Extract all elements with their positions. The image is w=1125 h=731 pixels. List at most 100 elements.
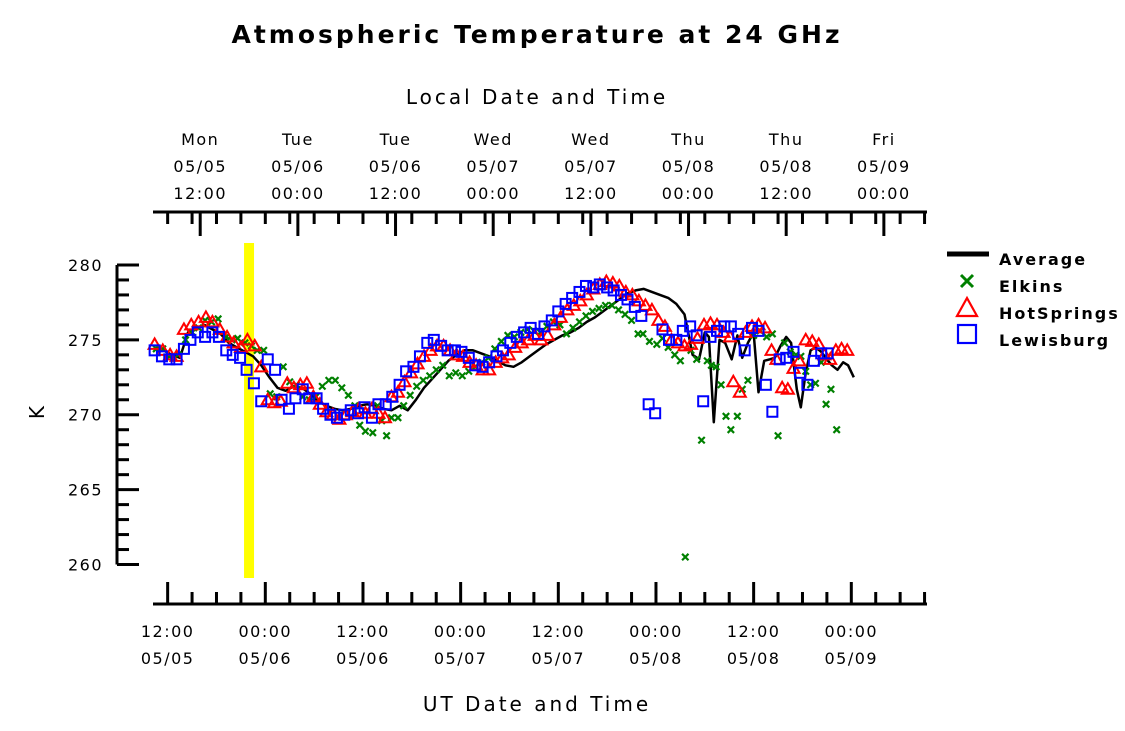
elkins-point <box>432 365 441 374</box>
elkins-point <box>621 310 630 319</box>
lewisburg-point <box>226 348 239 361</box>
hotsprings-point <box>481 361 497 376</box>
top-tick-label-day: Thu <box>768 130 804 149</box>
top-tick-label-time: 00:00 <box>662 184 716 203</box>
elkins-point <box>601 301 610 310</box>
lewisburg-point <box>386 390 399 403</box>
lewisburg-series-layer <box>148 278 834 424</box>
elkins-point <box>608 301 617 310</box>
bottom-tick-label-time: 12:00 <box>532 622 586 641</box>
hotsprings-point <box>757 319 773 334</box>
lewisburg-point <box>344 404 357 417</box>
elkins-point <box>822 400 831 409</box>
elkins-point <box>697 436 706 445</box>
elkins-point <box>438 361 447 370</box>
hotsprings-point <box>839 342 855 356</box>
elkins-point <box>726 425 735 434</box>
elkins-point <box>595 304 603 313</box>
legend-label-hotsprings: HotSprings <box>999 304 1120 323</box>
lewisburg-point <box>649 407 662 420</box>
elkins-point <box>614 305 623 314</box>
lewisburg-point <box>261 353 274 366</box>
lewisburg-point <box>247 377 260 390</box>
y-tick-label: 270 <box>68 406 103 425</box>
legend-label-elkins: Elkins <box>999 277 1064 296</box>
top-tick-label-date: 05/07 <box>466 157 520 176</box>
lewisburg-point <box>163 353 176 366</box>
hotsprings-point <box>225 334 242 349</box>
elkins-point <box>324 376 333 385</box>
lewisburg-point <box>579 279 592 292</box>
hotsprings-point <box>750 316 767 331</box>
elkins-point <box>445 371 454 380</box>
elkins-point <box>259 346 268 355</box>
elkins-point <box>331 376 340 385</box>
hotsprings-point <box>239 331 256 346</box>
lewisburg-point <box>393 378 406 391</box>
legend-swatch-lewisburg <box>956 323 978 345</box>
lewisburg-point <box>240 363 253 376</box>
elkins-point <box>832 425 841 434</box>
elkins-point <box>717 380 726 389</box>
elkins-point <box>568 323 577 332</box>
hotsprings-point <box>804 333 820 347</box>
hotsprings-point <box>644 301 660 316</box>
y-axis-title: K <box>25 403 49 419</box>
y-tick-label: 260 <box>68 556 103 575</box>
bottom-tick-label-date: 05/06 <box>239 649 293 668</box>
lewisburg-point <box>184 333 197 346</box>
lewisburg-point <box>289 392 302 405</box>
top-tick-label-time: 00:00 <box>466 184 520 203</box>
elkins-point <box>425 371 434 380</box>
legend-swatch-hotsprings <box>955 295 979 318</box>
lewisburg-point <box>282 402 295 415</box>
lewisburg-point <box>593 278 606 291</box>
elkins-point <box>451 368 460 377</box>
lewisburg-point <box>635 309 648 322</box>
lewisburg-point <box>531 327 544 340</box>
top-tick-label-date: 05/05 <box>173 157 227 176</box>
lewisburg-point <box>766 405 779 418</box>
elkins-point <box>412 382 421 391</box>
elkins-point <box>382 431 391 440</box>
top-tick-label-day: Fri <box>872 130 896 149</box>
top-tick-label-day: Wed <box>474 130 513 149</box>
lewisburg-point <box>448 344 461 357</box>
lewisburg-point <box>275 393 288 406</box>
lewisburg-point <box>330 411 343 424</box>
top-tick-label-date: 05/06 <box>369 157 423 176</box>
bottom-tick-label-date: 05/08 <box>727 649 781 668</box>
highlight-layer <box>244 243 255 578</box>
hotsprings-point <box>780 381 796 395</box>
lewisburg-point <box>684 320 697 333</box>
elkins-point <box>497 337 506 346</box>
lewisburg-point <box>621 293 634 306</box>
chart-title: Atmospheric Temperature at 24 GHz <box>231 20 842 49</box>
lewisburg-point <box>601 281 614 294</box>
lewisburg-point <box>372 398 385 411</box>
hotsprings-point <box>247 337 263 352</box>
bottom-tick-label-time: 12:00 <box>141 622 195 641</box>
elkins-point <box>368 428 377 437</box>
elkins-point <box>670 350 679 359</box>
top-tick-label-time: 00:00 <box>271 184 325 203</box>
lewisburg-point <box>255 395 268 408</box>
top-tick-label-day: Tue <box>281 130 314 149</box>
lewisburg-point <box>155 350 168 363</box>
elkins-point <box>638 329 647 338</box>
lewisburg-point <box>724 320 737 333</box>
elkins-point <box>780 338 789 347</box>
elkins-point <box>318 382 327 391</box>
elkins-point <box>355 421 364 430</box>
top-tick-label-time: 12:00 <box>173 184 227 203</box>
hotsprings-point <box>500 346 517 361</box>
top-tick-label-time: 12:00 <box>564 184 618 203</box>
lewisburg-point <box>469 359 482 372</box>
lewisburg-point <box>773 353 786 366</box>
elkins-point <box>562 329 571 338</box>
lewisburg-point <box>670 333 683 346</box>
lewisburg-point <box>807 354 820 367</box>
hotsprings-point <box>253 358 269 373</box>
lewisburg-point <box>752 324 765 337</box>
bottom-tick-label-time: 12:00 <box>727 622 781 641</box>
